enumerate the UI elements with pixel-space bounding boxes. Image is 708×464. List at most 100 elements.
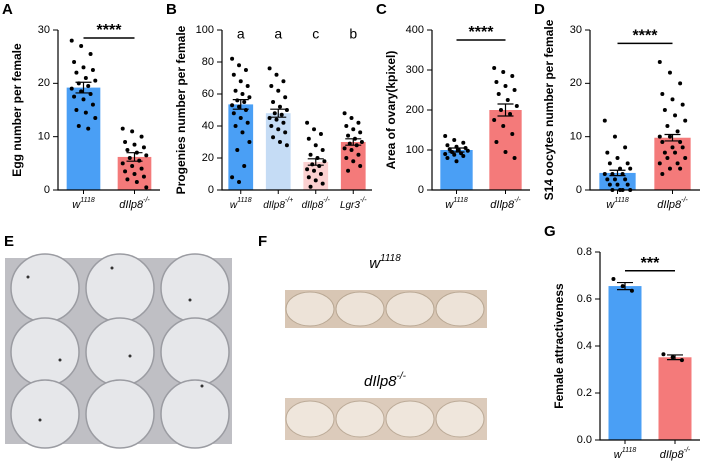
- data-point: [242, 164, 247, 168]
- data-point: [602, 118, 607, 123]
- category-name: Lgr3: [340, 200, 360, 211]
- y-tick-label: 400: [406, 24, 424, 36]
- data-point: [680, 145, 685, 150]
- y-axis-title: S14 oocytes number per female: [542, 19, 556, 200]
- data-point: [271, 135, 276, 140]
- data-point: [69, 86, 74, 91]
- data-point: [492, 66, 497, 70]
- y-tick-label: 100: [196, 24, 214, 36]
- panel-letter: B: [166, 1, 177, 18]
- data-point: [463, 146, 468, 150]
- x-tick-label: w1118: [606, 197, 629, 211]
- data-point: [667, 134, 672, 139]
- data-point: [274, 117, 279, 122]
- data-point: [267, 66, 272, 71]
- data-point: [628, 166, 633, 171]
- data-point: [123, 140, 128, 144]
- group-letter: c: [312, 26, 319, 42]
- data-point: [510, 132, 515, 136]
- data-point: [501, 124, 506, 128]
- data-point: [79, 44, 84, 48]
- bar: [658, 357, 692, 440]
- data-point: [342, 146, 347, 151]
- data-point: [130, 164, 135, 168]
- error-bar: [75, 81, 92, 94]
- data-point: [443, 134, 448, 138]
- data-point: [245, 120, 250, 125]
- data-point: [514, 104, 519, 108]
- data-point: [86, 126, 91, 131]
- category-name: dIlp8: [490, 199, 515, 211]
- panel-letter: D: [534, 1, 545, 18]
- y-tick-label: 80: [202, 56, 214, 68]
- group-letter: b: [349, 26, 357, 42]
- data-point: [238, 116, 243, 120]
- data-point: [308, 152, 313, 157]
- data-point: [359, 140, 364, 144]
- label-sup: 1118: [380, 253, 401, 264]
- y-tick-label: 0.4: [577, 340, 592, 352]
- data-point: [74, 70, 79, 75]
- data-point: [512, 156, 517, 160]
- x-tick-label: dIlp8-/-: [302, 197, 331, 211]
- data-point: [667, 70, 672, 75]
- error-bar: [448, 147, 465, 153]
- data-point: [678, 81, 683, 86]
- bar: [440, 150, 473, 190]
- data-point: [281, 79, 286, 84]
- data-point: [358, 130, 363, 135]
- data-point: [461, 140, 466, 145]
- axes: [57, 30, 160, 191]
- photo-f-bottom: [285, 398, 487, 440]
- category-superscript: 1118: [614, 197, 629, 204]
- data-point: [72, 94, 77, 99]
- category-name: w: [72, 199, 81, 211]
- x-tick-label: dIlp8-/-: [490, 197, 521, 211]
- error-bar: [270, 108, 287, 118]
- error-bar: [232, 99, 249, 110]
- data-point: [660, 92, 665, 96]
- data-point: [349, 148, 354, 152]
- data-point: [318, 172, 323, 176]
- data-point: [86, 84, 91, 88]
- data-point: [680, 102, 685, 107]
- data-point: [320, 181, 325, 186]
- y-axis-title: Area of ovary(kpixel): [384, 51, 398, 170]
- category-name: w: [606, 199, 615, 211]
- y-tick-label: 100: [406, 144, 424, 156]
- data-point: [93, 116, 98, 120]
- data-point: [231, 72, 236, 77]
- data-point: [510, 74, 515, 78]
- photo-e: [5, 253, 232, 449]
- y-tick-label: 0: [418, 184, 424, 196]
- data-point: [283, 130, 288, 135]
- panel-letter: G: [544, 223, 556, 240]
- data-point: [240, 92, 245, 96]
- data-point: [356, 120, 361, 125]
- data-point: [134, 180, 139, 184]
- data-point: [443, 152, 448, 156]
- data-point: [139, 166, 144, 171]
- data-point: [141, 174, 146, 179]
- data-point: [305, 167, 310, 172]
- category-name: dIlp8: [119, 199, 144, 211]
- data-point: [318, 132, 323, 136]
- category-superscript: -/-: [360, 197, 367, 204]
- y-tick-label: 20: [570, 77, 582, 89]
- data-point: [144, 185, 149, 190]
- bar: [303, 162, 329, 190]
- category-superscript: -/-: [681, 197, 688, 204]
- data-point: [312, 168, 317, 173]
- data-point: [245, 84, 250, 88]
- data-point: [351, 159, 356, 164]
- data-point: [660, 172, 665, 176]
- y-tick-label: 300: [406, 64, 424, 76]
- bar: [608, 286, 642, 440]
- data-point: [445, 156, 450, 160]
- panel-letter: F: [258, 233, 267, 250]
- category-superscript: 1118: [237, 197, 252, 204]
- data-point: [76, 124, 81, 128]
- data-point: [237, 180, 242, 184]
- data-point: [465, 148, 470, 153]
- data-point: [625, 182, 630, 187]
